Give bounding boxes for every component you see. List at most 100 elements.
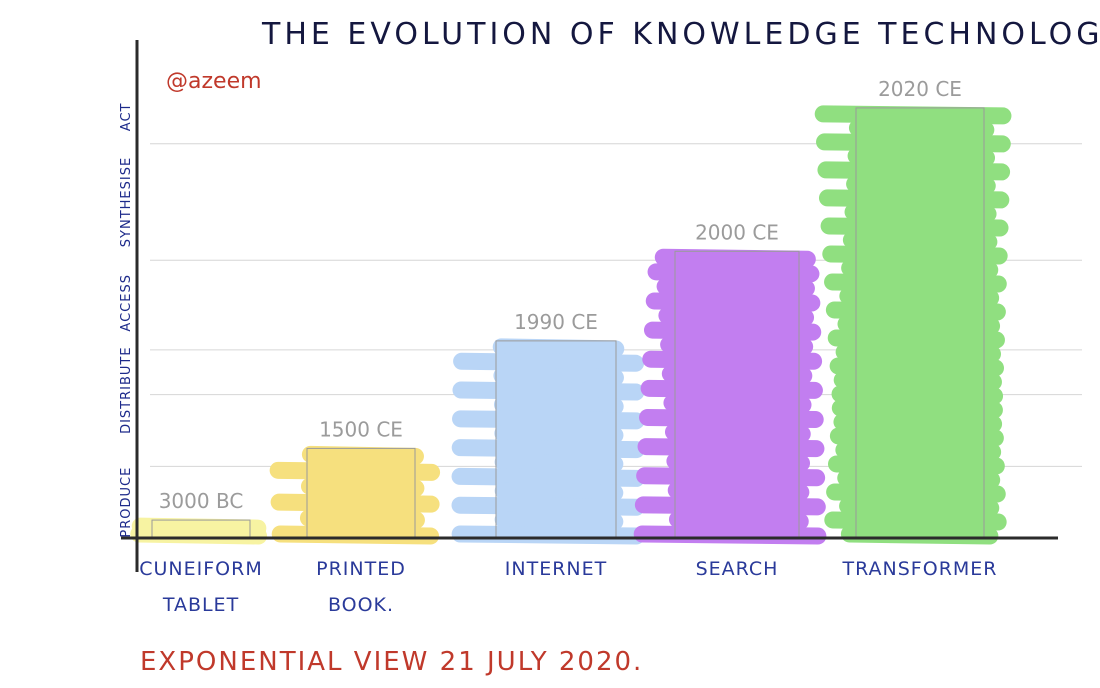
author-handle: @azeem xyxy=(166,69,262,94)
bar-stroke xyxy=(831,385,1004,405)
bar-stroke xyxy=(636,467,826,487)
bar-stroke xyxy=(839,287,1000,307)
bar-stroke xyxy=(829,427,1004,447)
bar-stroke xyxy=(634,496,826,516)
bar-stroke xyxy=(814,105,1012,125)
data-label: 1500 CE xyxy=(319,417,403,441)
data-labels: 3000 BC 1500 CE 1990 CE 2000 CE 2020 CE xyxy=(159,77,962,513)
bar-stroke xyxy=(846,175,996,195)
bar-stroke xyxy=(494,424,624,444)
bar-stroke xyxy=(647,263,820,283)
bar-stroke xyxy=(817,161,1011,181)
bar-stroke xyxy=(827,455,1005,475)
bar-stroke xyxy=(829,357,1005,377)
bar-stroke xyxy=(453,352,645,372)
y-tick-label: ACT xyxy=(119,103,134,132)
x-tick-labels: CUNEIFORM TABLET PRINTED BOOK. INTERNET SEARC… xyxy=(139,558,998,616)
bar-stroke xyxy=(841,259,999,279)
bar-stroke xyxy=(639,408,824,428)
bar-stroke xyxy=(824,273,1007,293)
bar-2 xyxy=(451,338,645,545)
bar-stroke xyxy=(451,496,645,516)
bar-stroke xyxy=(637,438,825,458)
bar-stroke xyxy=(826,483,1006,503)
bar-stroke xyxy=(822,245,1008,265)
bar-stroke xyxy=(645,292,821,312)
bar-stroke xyxy=(835,441,1002,461)
footer-text: EXPONENTIAL VIEW 21 JULY 2020. xyxy=(140,647,643,677)
bar-stroke xyxy=(130,525,268,545)
x-tick-label: INTERNET xyxy=(505,558,607,580)
bar-stroke xyxy=(827,329,1005,349)
bar-stroke xyxy=(824,511,1007,531)
bar-stroke xyxy=(658,307,815,327)
bar-stroke xyxy=(270,493,440,513)
bar-stroke xyxy=(643,321,822,341)
bar-stroke xyxy=(820,217,1009,237)
x-tick-label: TABLET xyxy=(162,594,239,616)
bar-stroke xyxy=(493,367,624,387)
bar-stroke xyxy=(839,497,1000,517)
bar-stroke xyxy=(818,189,1010,209)
bar-stroke xyxy=(660,336,814,356)
x-tick-label: TRANSFORMER xyxy=(842,558,998,580)
bar-stroke xyxy=(848,119,995,139)
bar-stroke xyxy=(451,525,645,545)
x-tick-label: CUNEIFORM xyxy=(139,558,262,580)
bar-stroke xyxy=(661,365,813,385)
bar-stroke xyxy=(269,461,441,481)
bar-1 xyxy=(269,445,441,545)
bar-stroke xyxy=(493,395,624,415)
bar-stroke xyxy=(847,147,996,167)
bar-stroke xyxy=(301,445,424,465)
data-label: 3000 BC xyxy=(159,489,244,513)
y-tick-labels: PRODUCE DISTRIBUTE ACCESS SYNTHESISE ACT xyxy=(119,103,134,538)
bar-0 xyxy=(130,517,268,545)
data-label: 1990 CE xyxy=(514,310,598,334)
y-tick-label: SYNTHESISE xyxy=(119,157,134,247)
bar-stroke xyxy=(300,477,425,497)
bar-stroke xyxy=(825,301,1006,321)
x-tick-label: SEARCH xyxy=(696,558,779,580)
bar-stroke xyxy=(837,469,1001,489)
bar-stroke xyxy=(831,399,1003,419)
bar-stroke xyxy=(494,453,624,473)
bar-stroke xyxy=(451,439,645,459)
bar-stroke xyxy=(844,203,997,223)
bar-stroke xyxy=(842,231,998,251)
bar-4 xyxy=(814,105,1012,545)
bar-stroke xyxy=(642,350,823,370)
bar-stroke xyxy=(664,423,811,443)
bar-stroke xyxy=(833,413,1003,433)
bar-stroke xyxy=(299,509,425,529)
bar-stroke xyxy=(668,510,809,530)
bar-stroke xyxy=(837,315,1001,335)
data-label: 2020 CE xyxy=(878,77,962,101)
bar-stroke xyxy=(835,343,1002,363)
bar-stroke xyxy=(656,277,815,297)
bar-stroke xyxy=(494,482,624,502)
bar-stroke xyxy=(654,248,816,268)
bar-stroke xyxy=(840,525,999,545)
bar-stroke xyxy=(452,410,645,430)
x-tick-label: BOOK. xyxy=(328,594,394,616)
data-label: 2000 CE xyxy=(695,220,779,244)
bar-stroke xyxy=(666,452,811,472)
bars-group xyxy=(130,105,1012,545)
bar-stroke xyxy=(640,379,823,399)
bar-stroke xyxy=(451,467,645,487)
y-tick-label: DISTRIBUTE xyxy=(119,346,134,434)
bar-stroke xyxy=(271,525,440,545)
bar-stroke xyxy=(494,511,624,531)
chart-title: THE EVOLUTION OF KNOWLEDGE TECHNOLOGIES xyxy=(261,17,1100,52)
bar-stroke xyxy=(492,338,625,358)
bar-stroke xyxy=(452,381,645,401)
y-tick-label: PRODUCE xyxy=(119,467,134,538)
bar-stroke xyxy=(833,371,1002,391)
bar-stroke xyxy=(633,525,827,545)
bar-stroke xyxy=(663,394,812,414)
x-tick-label: PRINTED xyxy=(316,558,406,580)
bar-stroke xyxy=(667,481,810,501)
bar-stroke xyxy=(816,133,1011,153)
